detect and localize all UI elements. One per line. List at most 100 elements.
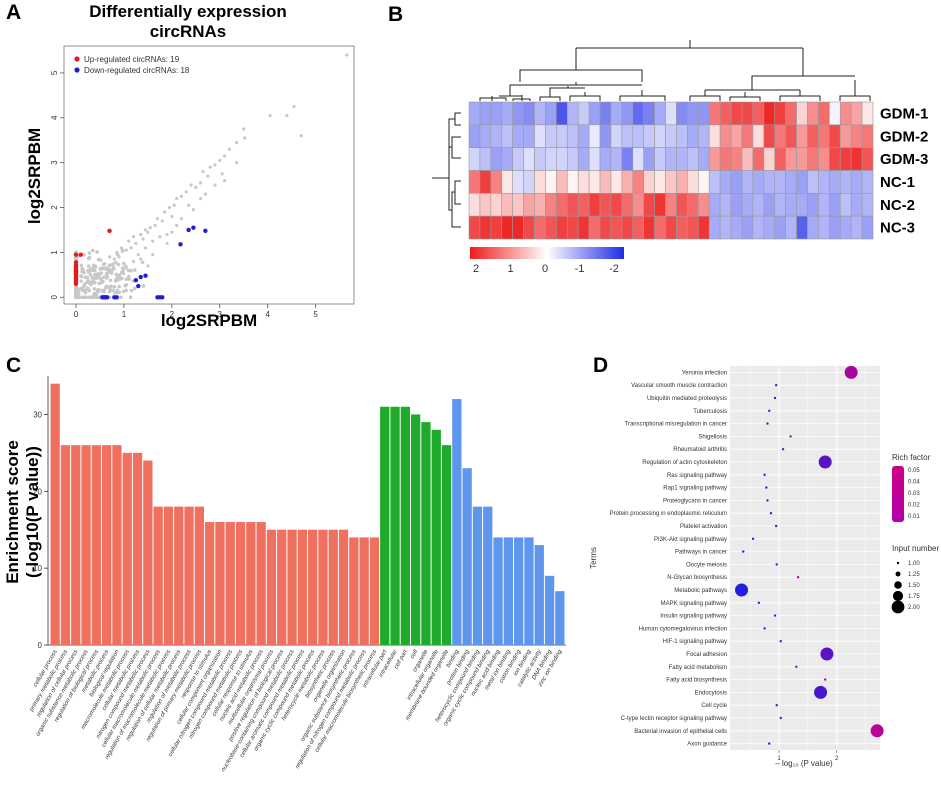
scatter-point-down xyxy=(203,228,208,234)
scatter-point-other xyxy=(124,266,128,270)
scatter-point-other xyxy=(87,251,92,255)
legend-rich-title: Rich factor xyxy=(892,453,931,462)
legend-up-label: Up-regulated circRNAs: 19 xyxy=(84,55,180,64)
legend-rich-tick: 0.02 xyxy=(908,503,920,509)
heatmap-cell xyxy=(556,215,568,240)
heatmap-cell xyxy=(829,215,841,240)
scatter-point-down xyxy=(101,295,106,300)
bubble-plot-area xyxy=(730,366,880,750)
scatter-point-other xyxy=(175,223,179,228)
bubble-term-label: Fatty acid biosynthesis xyxy=(666,678,727,684)
bubble-term-label: Shigellosis xyxy=(698,434,727,440)
legend-rich-colorbar xyxy=(892,466,904,522)
scatter-point-other xyxy=(109,271,114,275)
scatter-point-other xyxy=(143,228,148,232)
bubble-point xyxy=(774,384,778,387)
scatter-point-other xyxy=(115,288,120,293)
heatmap-legend-tick: 0 xyxy=(542,263,548,275)
scatter-point-other xyxy=(139,232,143,237)
bar xyxy=(349,537,359,645)
scatter-point-other xyxy=(206,174,210,178)
scatter-point-other xyxy=(167,205,172,210)
heatmap-cell xyxy=(752,215,765,240)
heatmap-cell xyxy=(752,193,765,217)
scatter-point-other xyxy=(87,295,91,300)
heatmap-cell xyxy=(796,170,808,194)
heatmap-row-labels: GDM-1 GDM-2 GDM-3 NC-1 NC-2 NC-3 xyxy=(880,105,928,236)
heatmap-cell xyxy=(523,193,535,217)
heatmap-cell xyxy=(479,170,492,194)
legend-rich-ticks: 0.05 0.04 0.03 0.02 0.01 xyxy=(908,468,920,520)
scatter-point-other xyxy=(242,127,246,131)
scatter-point-other xyxy=(201,170,205,174)
heatmap-cell xyxy=(643,170,655,194)
scatter-point-other xyxy=(108,278,113,283)
scatter-point-other xyxy=(199,196,203,201)
scatter-point-other xyxy=(80,295,85,300)
scatter-point-other xyxy=(213,163,217,167)
heatmap-cell xyxy=(785,215,797,240)
bar xyxy=(246,522,256,645)
scatter-point-other xyxy=(153,223,157,228)
bubble-term-label: Transcriptional misregulation in cancer xyxy=(625,422,728,428)
scatter-point-other xyxy=(136,253,140,257)
heatmap-cell xyxy=(654,124,666,148)
heatmap-cell xyxy=(566,193,579,217)
heatmap-cell xyxy=(752,170,765,194)
bar xyxy=(441,445,452,645)
heatmap-cell xyxy=(708,101,721,126)
heatmap-cell xyxy=(752,147,765,171)
panel-label-b: B xyxy=(388,3,403,26)
scatter-x-tick-label: 5 xyxy=(313,310,318,319)
scatter-point-other xyxy=(127,277,131,281)
scatter-y-tick-label: 4 xyxy=(50,115,59,120)
scatter-point-other xyxy=(93,276,98,280)
bubble-point xyxy=(766,422,769,425)
scatter-point-up xyxy=(73,264,79,269)
scatter-point-other xyxy=(131,235,136,239)
heatmap-cell xyxy=(512,170,524,194)
scatter-point-other xyxy=(80,287,85,291)
heatmap-color-legend xyxy=(470,247,624,259)
bubble-term-label: C-type lectin receptor signaling pathway xyxy=(621,716,727,722)
scatter-point-down xyxy=(133,278,139,283)
scatter-point-other xyxy=(134,241,138,246)
heatmap-cell xyxy=(807,193,819,217)
heatmap-cell xyxy=(829,124,841,148)
bubble-point xyxy=(781,448,785,451)
heatmap-cell xyxy=(687,193,699,217)
heatmap-cell xyxy=(599,147,612,171)
scatter-point-other xyxy=(234,140,239,145)
heatmap-cell xyxy=(850,215,863,240)
bubble-point xyxy=(789,435,792,438)
heatmap-cell xyxy=(719,147,732,171)
heatmap-cell xyxy=(556,124,568,148)
scatter-point-other xyxy=(213,183,217,187)
scatter-point-other xyxy=(85,275,90,280)
heatmap-cell xyxy=(490,215,503,240)
scatter-point-other xyxy=(292,104,296,109)
heatmap-cell xyxy=(545,101,557,126)
scatter-point-up xyxy=(107,228,112,234)
legend-input-label: 2.00 xyxy=(908,605,920,611)
heatmap-cell xyxy=(687,170,699,194)
scatter-point-other xyxy=(163,210,167,214)
heatmap-legend-tick: -1 xyxy=(575,263,585,275)
heatmap-cell xyxy=(785,147,797,171)
heatmap-cell xyxy=(654,193,666,217)
scatter-point-other xyxy=(121,289,126,294)
heatmap-cell xyxy=(632,215,645,240)
scatter-y-tick-label: 5 xyxy=(50,70,59,75)
scatter-point-other xyxy=(170,230,174,234)
panel-d: D Yersinia infection Vascular smooth musc… xyxy=(589,354,939,768)
bar xyxy=(555,591,565,645)
bubble-term-labels: Yersinia infection Vascular smooth muscle… xyxy=(610,370,728,747)
scatter-point-other xyxy=(100,288,104,293)
bubble-term-label: Metabolic pathways xyxy=(674,588,727,594)
scatter-point-other xyxy=(103,262,107,266)
bar xyxy=(102,445,112,645)
bubble-point xyxy=(814,685,828,699)
legend-input-label: 1.00 xyxy=(908,561,920,567)
scatter-point-other xyxy=(189,183,193,187)
